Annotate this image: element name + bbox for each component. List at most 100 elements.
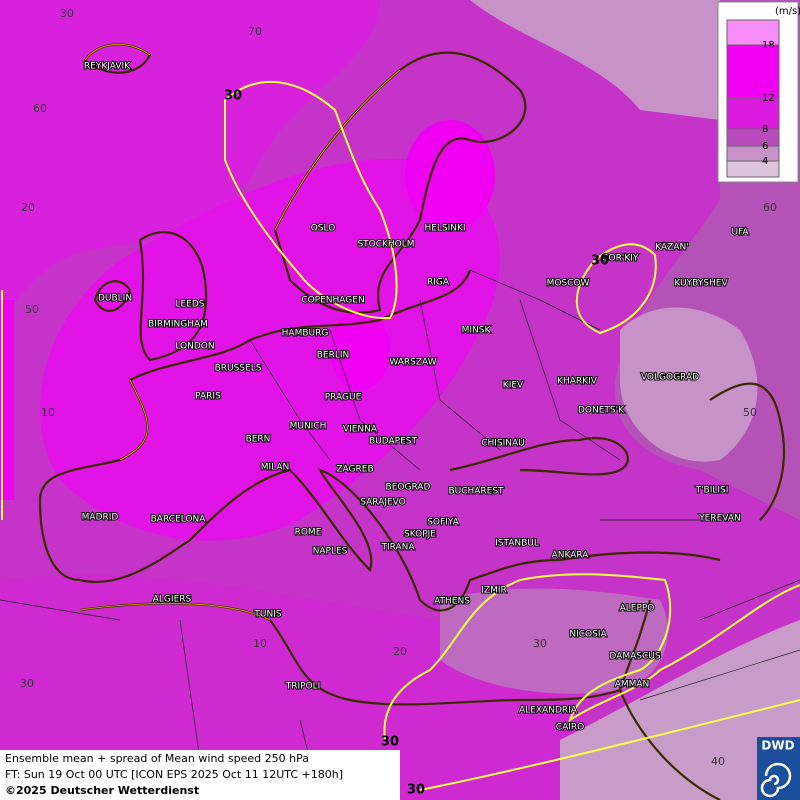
city-label: BIRMINGHAM bbox=[148, 320, 208, 330]
legend-level: 8 bbox=[762, 124, 768, 135]
city-label: CAIRO bbox=[556, 723, 584, 733]
city-label: SKOPJE bbox=[404, 530, 436, 540]
coastlines bbox=[38, 43, 786, 800]
city-label: VOLGOGRAD bbox=[641, 373, 699, 383]
field-patch bbox=[405, 120, 495, 230]
legend-levels: 18 12 8 6 4 bbox=[762, 40, 775, 167]
jet-contours bbox=[1, 80, 800, 791]
legend-swatch bbox=[726, 97, 780, 130]
caption-line: FT: Sun 19 Oct 00 UTC [ICON EPS 2025 Oct… bbox=[5, 768, 343, 781]
city-label: GOR'KIY bbox=[602, 254, 639, 264]
caption-box bbox=[0, 750, 400, 800]
city-label: TRIPOLI bbox=[285, 682, 321, 692]
coastline bbox=[449, 437, 629, 476]
city-label: PRAGUE bbox=[325, 393, 362, 403]
contour-label: 30 bbox=[381, 735, 399, 750]
city-label: TIRANA bbox=[380, 543, 415, 553]
grid-label: 20 bbox=[393, 645, 407, 658]
legend-level: 12 bbox=[762, 93, 775, 104]
field-patch bbox=[330, 310, 390, 390]
legend-level: 4 bbox=[762, 156, 768, 167]
legend-level: 6 bbox=[762, 141, 768, 152]
city-label: BARCELONA bbox=[151, 515, 207, 525]
city-label: SARAJEVO bbox=[360, 498, 406, 508]
city-label: REYKJAVIK bbox=[84, 62, 131, 72]
city-label: BUCHAREST bbox=[448, 487, 504, 497]
legend: (m/s) 18 12 8 6 4 bbox=[717, 1, 800, 183]
city-label: UFA bbox=[731, 228, 749, 238]
field-patch bbox=[0, 0, 380, 320]
grid-label: 30 bbox=[60, 7, 74, 20]
field-patch bbox=[40, 158, 500, 541]
city-label: RIGA bbox=[427, 278, 450, 288]
legend-swatch bbox=[726, 160, 780, 178]
city-label: DONETS'K bbox=[578, 406, 625, 416]
jet-contour bbox=[224, 80, 398, 320]
grid-label: 10 bbox=[41, 406, 55, 419]
city-label: LONDON bbox=[175, 342, 214, 352]
city-label: ZAGREB bbox=[336, 465, 373, 475]
city-label: KHARKIV bbox=[557, 377, 598, 387]
grid-label: 40 bbox=[711, 755, 725, 768]
city-label: CHISINAU bbox=[481, 439, 525, 449]
field-patch bbox=[470, 0, 720, 120]
jet-contour bbox=[575, 243, 657, 335]
city-label: VIENNA bbox=[343, 425, 378, 435]
coastline bbox=[93, 231, 208, 362]
city-label: ALEXANDRIA bbox=[519, 706, 578, 716]
grid-label: 20 bbox=[21, 201, 35, 214]
city-label: STOCKHOLM bbox=[357, 240, 414, 250]
logo-swirl bbox=[760, 762, 792, 798]
grid-label: 50 bbox=[25, 303, 39, 316]
legend-swatch bbox=[726, 19, 780, 46]
city-label: MOSCOW bbox=[547, 279, 590, 289]
city-label: LEEDS bbox=[175, 300, 204, 310]
logo-text: DWD bbox=[761, 739, 794, 753]
border bbox=[249, 269, 700, 521]
caption-line: ©2025 Deutscher Wetterdienst bbox=[5, 784, 199, 797]
city-label: HAMBURG bbox=[282, 329, 329, 339]
coastline-highlight bbox=[79, 43, 401, 621]
city-label: BEOGRAD bbox=[386, 483, 431, 493]
coastline bbox=[38, 269, 721, 612]
legend-level: 18 bbox=[762, 40, 775, 51]
labels: 30 70 60 20 50 10 30 10 20 30 40 60 50 REYKJAVIK OSLO S… bbox=[20, 7, 777, 798]
city-label: HELSINKI bbox=[424, 224, 465, 234]
city-label: SOFIYA bbox=[427, 518, 459, 528]
city-label: ATHENS bbox=[434, 597, 470, 607]
city-label: IZMIR bbox=[481, 586, 507, 596]
legend-swatch bbox=[726, 44, 780, 99]
city-label: MADRID bbox=[82, 513, 119, 523]
legend-unit: (m/s) bbox=[775, 6, 800, 17]
city-label: KAZAN' bbox=[655, 243, 688, 253]
grid-label: 50 bbox=[743, 406, 757, 419]
field-patch bbox=[0, 300, 14, 500]
grid-label: 60 bbox=[763, 201, 777, 214]
field-patch bbox=[620, 307, 758, 462]
contour-label: 30 bbox=[591, 254, 609, 269]
grid-label: 30 bbox=[533, 637, 547, 650]
city-label: ANKARA bbox=[552, 551, 590, 561]
caption-line: Ensemble mean + spread of Mean wind spee… bbox=[5, 752, 309, 765]
city-label: MINSK bbox=[462, 326, 492, 336]
city-label: BRUSSELS bbox=[215, 364, 262, 374]
coastline bbox=[709, 382, 786, 521]
city-label: BUDAPEST bbox=[369, 437, 418, 447]
legend-swatch bbox=[726, 145, 780, 162]
grid-label: 30 bbox=[20, 677, 34, 690]
city-label: BERLIN bbox=[317, 351, 350, 361]
city-label: DAMASCUS bbox=[609, 652, 660, 662]
city-label: KIEV bbox=[503, 381, 524, 391]
city-label: ROME bbox=[295, 528, 322, 538]
field-patch bbox=[440, 588, 668, 694]
city-label: MILAN bbox=[261, 463, 290, 473]
grid-label: 60 bbox=[33, 102, 47, 115]
city-label: AMMAN bbox=[615, 680, 650, 690]
city-label: COPENHAGEN bbox=[301, 296, 364, 306]
field-patch bbox=[560, 620, 800, 800]
city-label: DUBLIN bbox=[98, 294, 132, 304]
grid-label: 10 bbox=[253, 637, 267, 650]
city-label: YEREVAN bbox=[698, 514, 741, 524]
